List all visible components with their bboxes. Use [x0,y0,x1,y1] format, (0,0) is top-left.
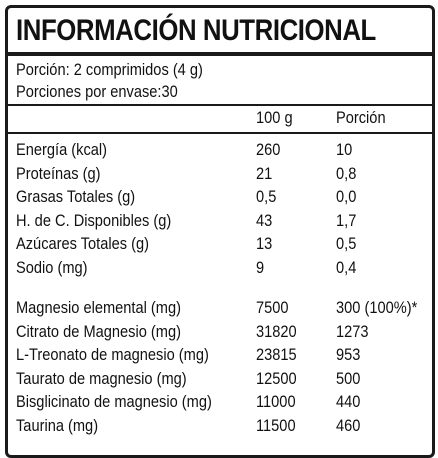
nutrition-facts-panel: INFORMACIÓN NUTRICIONAL Porción: 2 compr… [5,5,435,458]
value-per-100g: 0,5 [256,187,277,206]
value-per-portion: 460 [336,415,361,435]
value-per-100g: 31820 [256,321,297,341]
value-per-100g: 9 [256,257,265,277]
nutrient-name: Magnesio elemental (mg) [16,298,181,317]
value-per-portion: 0,8 [336,163,357,183]
nutrient-name: Grasas Totales (g) [16,187,136,206]
nutrient-name: H. de C. Disponibles (g) [16,210,172,230]
value-per-100g: 12500 [256,368,297,388]
nutrient-name: Sodio (mg) [16,257,88,277]
value-per-portion: 1273 [336,321,369,341]
value-per-portion: 10 [336,140,353,159]
value-per-100g: 11500 [256,415,296,435]
value-per-100g: 11000 [256,392,296,411]
nutrient-name: Taurina (mg) [16,415,99,435]
title-divider [8,52,432,56]
value-per-100g: 260 [256,140,281,159]
value-per-portion: 0,5 [336,234,357,253]
value-per-100g: 13 [256,234,273,253]
nutrient-name: Proteínas (g) [16,163,101,183]
nutrient-name: Energía (kcal) [16,140,108,159]
value-per-portion: 953 [336,345,361,364]
value-per-portion: 500 [336,368,361,388]
value-per-100g: 7500 [256,298,289,317]
servings-per-container: Porciones por envase:30 [16,82,178,101]
value-per-portion: 0,0 [336,187,357,206]
value-per-100g: 23815 [256,345,297,364]
portion-size: Porción: 2 comprimidos (4 g) [16,60,203,79]
header-divider [8,132,432,134]
panel-title: INFORMACIÓN NUTRICIONAL [16,14,376,47]
column-header-100g: 100 g [256,108,293,127]
nutrient-name: Taurato de magnesio (mg) [16,368,187,388]
column-header-portion: Porción [336,108,386,127]
nutrient-name: Bisglicinato de magnesio (mg) [16,392,212,411]
nutrient-name: Citrato de Magnesio (mg) [16,321,181,341]
value-per-portion: 440 [336,392,361,411]
value-per-100g: 43 [256,210,273,230]
value-per-portion: 300 (100%)* [336,298,418,317]
value-per-100g: 21 [256,163,273,183]
serving-divider [8,104,432,106]
value-per-portion: 1,7 [336,210,357,230]
nutrient-name: L-Treonato de magnesio (mg) [16,345,209,364]
nutrient-name: Azúcares Totales (g) [16,234,150,253]
value-per-portion: 0,4 [336,257,357,277]
